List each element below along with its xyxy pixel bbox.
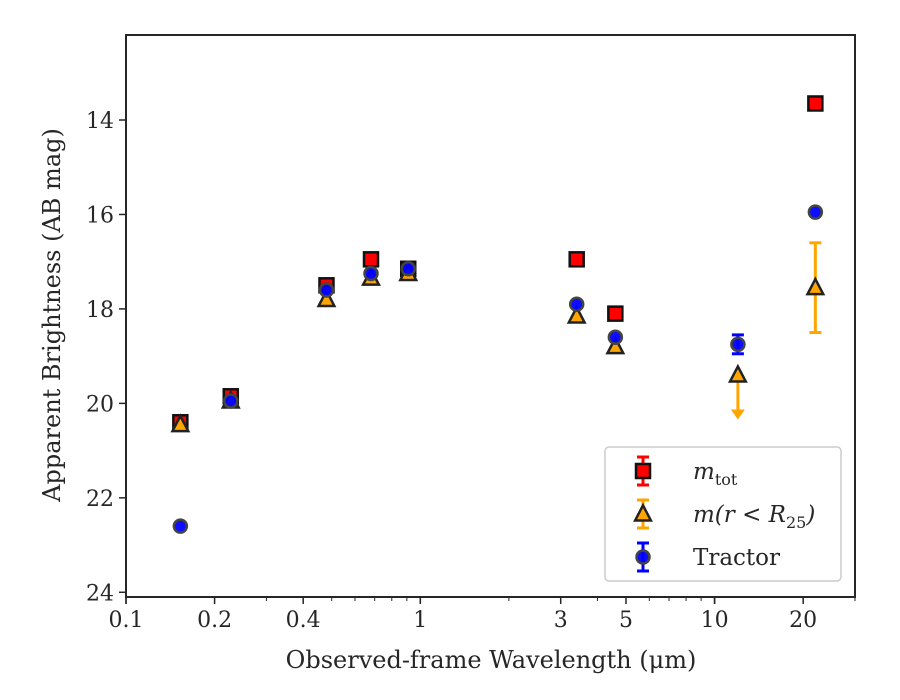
data-point (568, 251, 585, 268)
data-point (362, 251, 380, 268)
upper-limit-arrow (730, 409, 745, 420)
plot-frame (125, 34, 856, 598)
y-tick-label: 24 (86, 581, 114, 606)
data-point (223, 393, 239, 409)
x-tick-label: 5 (619, 608, 633, 633)
y-axis-label: Apparent Brightness (AB mag) (38, 128, 66, 503)
data-point (605, 335, 626, 355)
data-point (170, 413, 191, 433)
legend-box (604, 446, 842, 582)
y-tick-label: 16 (86, 203, 114, 228)
x-axis-label: Observed-frame Wavelength (μm) (286, 646, 697, 674)
legend: mtot m(r < R25) Tractor (604, 446, 842, 582)
x-tick-label: 0.2 (197, 608, 232, 633)
y-tick-label: 18 (86, 298, 114, 323)
x-tick-label: 3 (554, 608, 568, 633)
data-point (566, 304, 587, 324)
data-point (607, 305, 624, 322)
data-point (172, 518, 189, 534)
x-tick-label: 0.4 (286, 608, 321, 633)
data-point (363, 265, 379, 282)
data-point (568, 296, 585, 312)
legend-label: Tractor (693, 545, 780, 571)
series-0 (172, 95, 824, 431)
x-tick-label: 20 (789, 608, 817, 633)
x-tick-label: 10 (701, 608, 729, 633)
legend-label: m(r < R25) (693, 502, 815, 532)
legend-marker (633, 502, 653, 522)
y-tick-label: 14 (86, 109, 114, 134)
y-tick-label: 20 (86, 392, 114, 417)
x-tick-label: 0.1 (109, 608, 144, 633)
data-point (400, 261, 416, 277)
data-point (807, 95, 824, 112)
legend-marker (634, 462, 652, 480)
data-point (318, 282, 335, 298)
x-axis: 0.1 0.2 0.4 1 3 5 10 20 (109, 597, 856, 633)
data-point (805, 276, 826, 296)
series-2 (172, 204, 824, 534)
series-layer (170, 95, 826, 534)
data-point (807, 204, 824, 220)
y-axis: 14 16 18 20 22 24 (86, 109, 126, 606)
data-point (727, 363, 748, 383)
series-1 (170, 241, 826, 433)
data-point (607, 329, 624, 346)
y-tick-label: 22 (86, 487, 114, 512)
data-point (316, 288, 337, 308)
legend-marker (635, 549, 651, 565)
legend-label: mtot (693, 459, 738, 489)
data-point (730, 336, 746, 353)
x-tick-label: 1 (413, 608, 427, 633)
